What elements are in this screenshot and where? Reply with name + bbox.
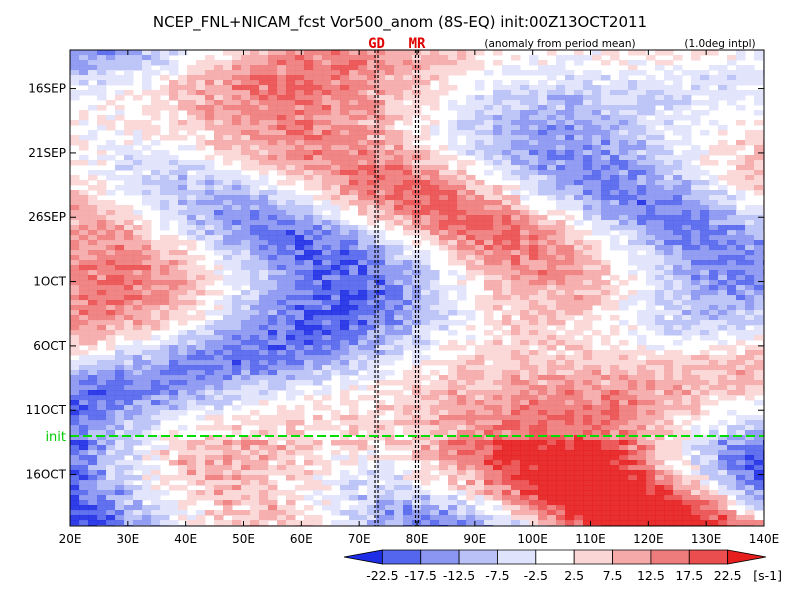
y-tick-label-0: 16SEP [28, 82, 66, 96]
colorbar-swatch-3 [458, 549, 498, 565]
colorbar-swatch-8 [650, 549, 690, 565]
colorbar-label-9: 22.5 [714, 568, 742, 583]
colorbar-label-2: -12.5 [443, 568, 475, 583]
colorbar: -22.5 -17.5 -12.5 -7.5 -2.5 2.5 7.5 12.5 17.5 22.… [343, 549, 782, 583]
y-tick-label-3: 1OCT [33, 275, 66, 289]
init-label: init [45, 430, 66, 445]
x-tick-label-7: 90E [463, 532, 486, 546]
x-tick-label-5: 70E [348, 532, 371, 546]
colorbar-swatch-7 [612, 549, 652, 565]
colorbar-label-6: 7.5 [603, 568, 623, 583]
x-tick-label-12: 140E [749, 532, 780, 546]
x-tick-label-2: 40E [174, 532, 197, 546]
colorbar-unit: [s-1] [753, 568, 782, 583]
x-tick-label-11: 130E [691, 532, 722, 546]
x-tick-label-1: 30E [116, 532, 139, 546]
marker-labels: GD MR [368, 36, 426, 52]
chart-subtitle-left: (anomaly from period mean) [484, 38, 635, 50]
overlay-lines: init [45, 50, 764, 526]
y-tick-label-6: 16OCT [26, 468, 67, 482]
colorbar-label-5: 2.5 [564, 568, 584, 583]
x-tick-label-9: 110E [575, 532, 606, 546]
colorbar-label-3: -7.5 [485, 568, 509, 583]
colorbar-swatch-9 [688, 549, 729, 565]
chart-title: NCEP_FNL+NICAM_fcst Vor500_anom (8S-EQ) … [153, 13, 647, 32]
colorbar-swatch-0 [343, 549, 383, 565]
colorbar-swatch-4 [497, 549, 537, 565]
colorbar-swatch-1 [381, 549, 422, 565]
x-tick-label-4: 60E [290, 532, 313, 546]
colorbar-swatch-6 [573, 549, 613, 565]
y-tick-label-4: 6OCT [33, 339, 66, 353]
colorbar-label-7: 12.5 [637, 568, 665, 583]
marker-label-1: MR [409, 36, 426, 52]
colorbar-swatch-2 [420, 549, 460, 565]
plot-field [70, 50, 764, 526]
x-tick-label-3: 50E [232, 532, 255, 546]
colorbar-label-1: -17.5 [405, 568, 437, 583]
x-tick-label-8: 100E [517, 532, 548, 546]
x-tick-label-0: 20E [59, 532, 82, 546]
x-tick-label-10: 120E [633, 532, 664, 546]
colorbar-label-0: -22.5 [366, 568, 398, 583]
x-tick-label-6: 80E [406, 532, 429, 546]
y-tick-label-5: 11OCT [26, 403, 67, 417]
colorbar-swatch-10 [727, 549, 767, 565]
x-axis: 20E 30E 40E 50E 60E 70E 80E 90E 100E 110E 120E 130E… [59, 50, 780, 546]
y-tick-label-1: 21SEP [28, 146, 66, 160]
chart-subtitle-right: (1.0deg intpl) [684, 38, 755, 50]
colorbar-label-8: 17.5 [675, 568, 703, 583]
colorbar-label-4: -2.5 [524, 568, 548, 583]
marker-label-0: GD [368, 36, 385, 52]
y-axis: 16SEP 21SEP 26SEP 1OCT 6OCT 11OCT 16OCT [26, 82, 764, 482]
colorbar-swatch-5 [535, 549, 575, 565]
y-tick-label-2: 26SEP [28, 210, 66, 224]
